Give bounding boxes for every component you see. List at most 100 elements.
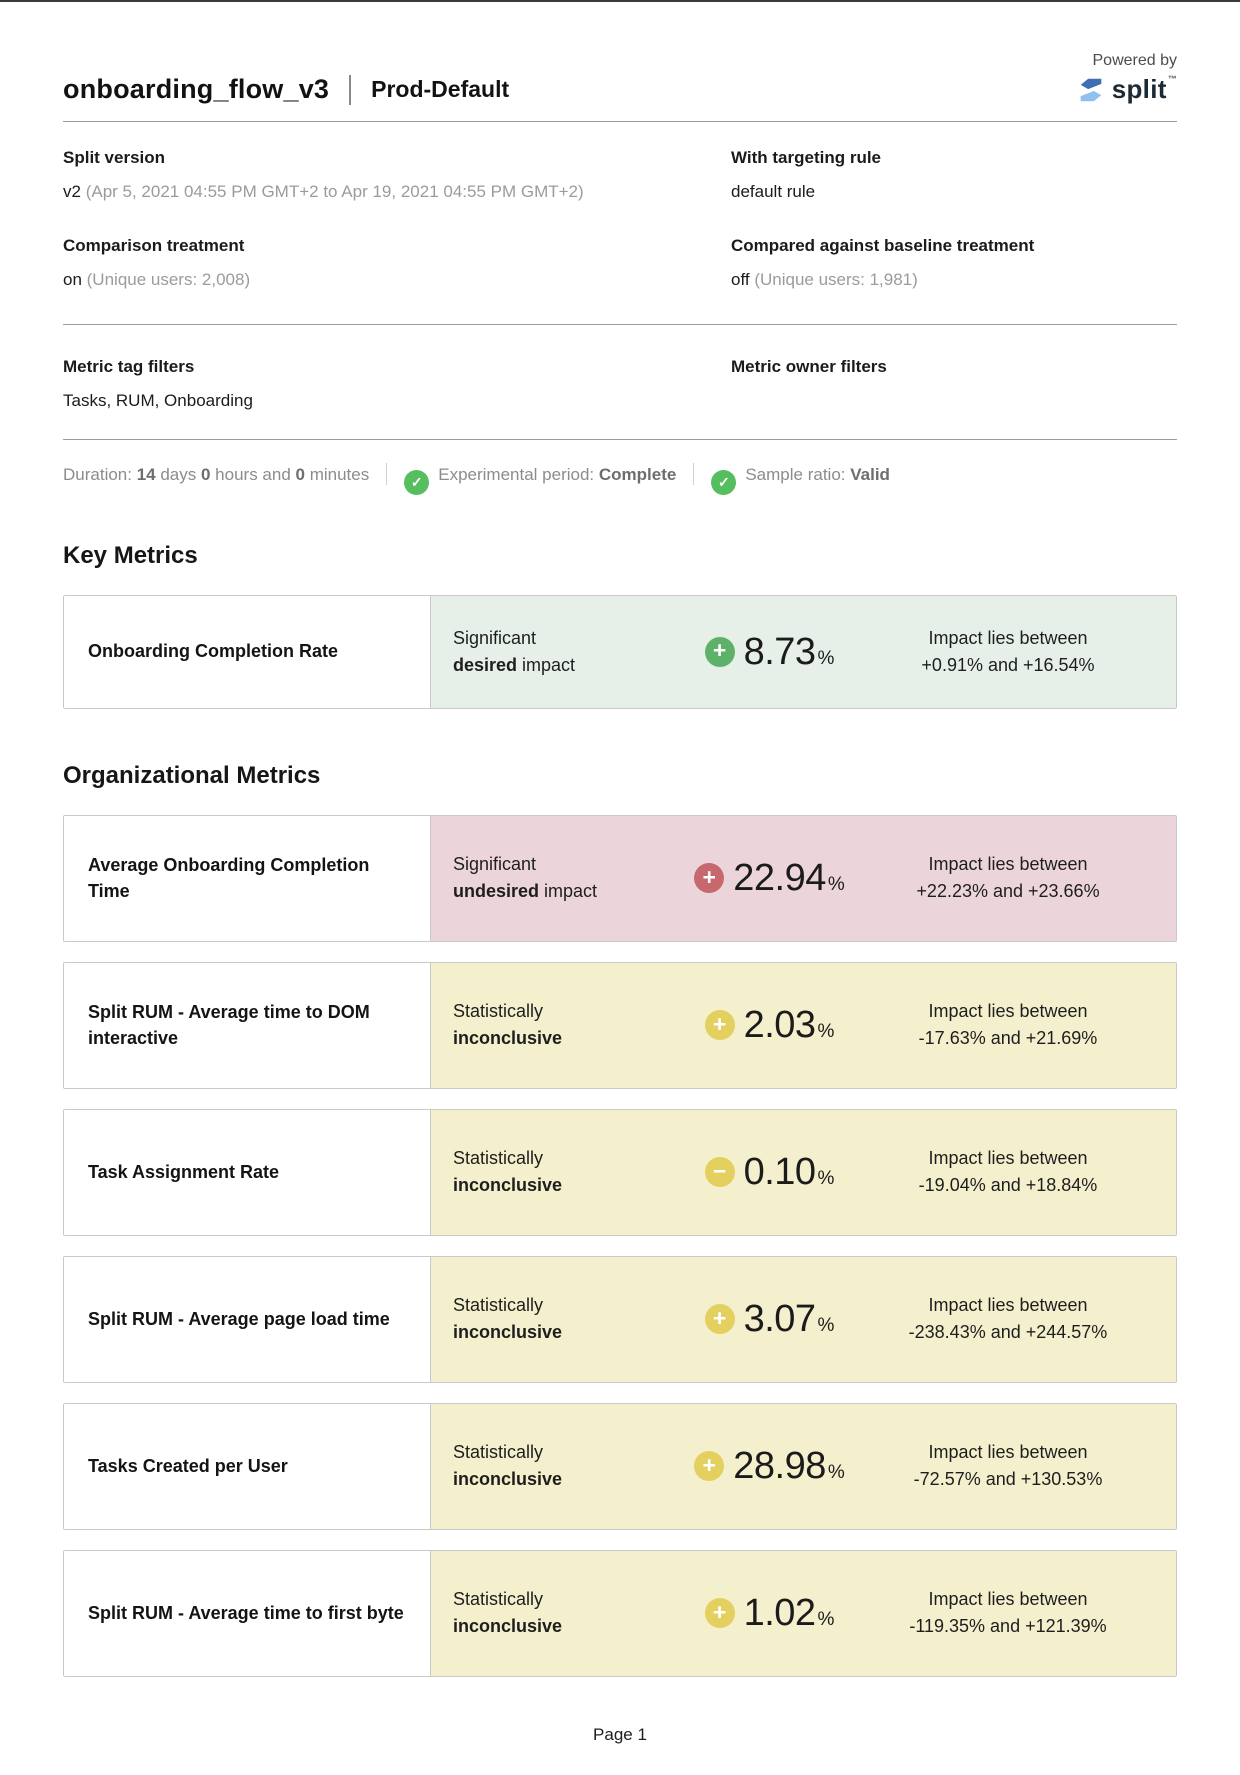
plus-icon: + xyxy=(694,1451,725,1481)
impact-confidence-range: Impact lies between +22.23% and +23.66% xyxy=(916,854,1100,901)
impact-confidence-range: Impact lies between -119.35% and +121.39% xyxy=(909,1589,1107,1636)
impact-number: 22.94% xyxy=(733,857,845,899)
field-label: Compared against baseline treatment xyxy=(731,236,1035,255)
metric-result-panel: Statistically inconclusive + 2.03% Impact… xyxy=(431,962,1176,1088)
organizational-metrics-heading: Organizational Metrics xyxy=(63,761,321,789)
metric-impact-value: + 3.07% xyxy=(679,1300,860,1338)
experimental-period-value: Complete xyxy=(598,465,677,484)
check-icon: ✓ xyxy=(404,469,430,495)
sample-ratio-label: Sample ratio: xyxy=(745,465,851,484)
metric-card: Split RUM - Average page load time Stati… xyxy=(63,1255,1177,1383)
plus-icon: + xyxy=(704,1010,735,1040)
field-label: Metric tag filters xyxy=(63,357,195,376)
status-separator xyxy=(693,463,695,485)
field-label: With targeting rule xyxy=(731,148,882,167)
meta-field-baseline-treatment: Compared against baseline treatment off … xyxy=(731,234,1177,292)
metric-name: Task Assignment Rate xyxy=(64,1109,431,1235)
page-number: Page 1 xyxy=(593,1724,647,1744)
metric-result-panel: Statistically inconclusive − 0.10% Impact… xyxy=(431,1109,1176,1235)
metric-result-panel: Significant desired impact + 8.73% Impact… xyxy=(431,595,1176,708)
field-value: default rule xyxy=(731,182,816,201)
plus-icon: + xyxy=(704,1304,735,1334)
meta-grid-top: Split version v2 (Apr 5, 2021 04:55 PM G… xyxy=(63,146,1177,292)
plus-icon: + xyxy=(704,1598,735,1628)
meta-field-comparison-treatment: Comparison treatment on (Unique users: 2… xyxy=(63,234,731,292)
metric-significance: Statistically inconclusive xyxy=(453,1295,563,1342)
meta-divider-2 xyxy=(63,439,1177,440)
metric-card: Tasks Created per User Statistically inco… xyxy=(63,1402,1177,1530)
field-value: v2 (Apr 5, 2021 04:55 PM GMT+2 to Apr 19… xyxy=(63,182,584,201)
header-divider xyxy=(63,121,1177,122)
impact-confidence-range: Impact lies between +0.91% and +16.54% xyxy=(921,627,1095,675)
impact-confidence-range: Impact lies between -238.43% and +244.57% xyxy=(908,1295,1108,1342)
minus-icon: − xyxy=(704,1157,735,1187)
field-value: on (Unique users: 2,008) xyxy=(63,270,251,289)
page-title: onboarding_flow_v3 xyxy=(63,74,330,104)
metric-significance: Statistically inconclusive xyxy=(453,1001,563,1048)
metric-impact-value: + 2.03% xyxy=(679,1006,860,1044)
metric-significance: Statistically inconclusive xyxy=(453,1589,563,1636)
metric-result-panel: Statistically inconclusive + 28.98% Impac… xyxy=(431,1403,1176,1529)
powered-by-label: Powered by xyxy=(1092,52,1178,69)
check-icon: ✓ xyxy=(711,469,737,495)
metric-impact-value: + 8.73% xyxy=(679,633,860,671)
meta-field-tag-filters: Metric tag filters Tasks, RUM, Onboardin… xyxy=(63,355,731,413)
metric-significance: Statistically inconclusive xyxy=(453,1148,563,1195)
key-metrics-list: Onboarding Completion Rate Significant de… xyxy=(63,594,1177,709)
impact-number: 8.73% xyxy=(743,630,835,673)
field-value: Tasks, RUM, Onboarding xyxy=(63,391,253,410)
impact-number: 1.02% xyxy=(743,1592,835,1634)
sample-ratio-value: Valid xyxy=(850,465,890,484)
metric-card: Onboarding Completion Rate Significant de… xyxy=(63,594,1177,709)
meta-field-targeting-rule: With targeting rule default rule xyxy=(731,146,1177,204)
metric-card: Split RUM - Average time to first byte S… xyxy=(63,1549,1177,1677)
field-label: Comparison treatment xyxy=(63,236,245,255)
impact-number: 0.10% xyxy=(743,1151,835,1193)
metric-impact-value: + 22.94% xyxy=(679,859,860,897)
field-value: off (Unique users: 1,981) xyxy=(731,270,918,289)
impact-number: 28.98% xyxy=(733,1445,845,1487)
metric-impact-value: − 0.10% xyxy=(679,1153,860,1191)
meta-grid-bottom: Metric tag filters Tasks, RUM, Onboardin… xyxy=(63,355,1177,413)
metric-name: Split RUM - Average time to first byte xyxy=(64,1550,431,1676)
metric-card: Split RUM - Average time to DOM interact… xyxy=(63,961,1177,1089)
metric-card: Average Onboarding Completion Time Signi… xyxy=(63,814,1177,942)
impact-number: 3.07% xyxy=(743,1298,835,1340)
metric-result-panel: Statistically inconclusive + 3.07% Impact… xyxy=(431,1256,1176,1382)
meta-field-split-version: Split version v2 (Apr 5, 2021 04:55 PM G… xyxy=(63,146,731,204)
field-label: Split version xyxy=(63,148,166,167)
metric-result-panel: Significant undesired impact + 22.94% Imp… xyxy=(431,815,1176,941)
brand-row: split™ xyxy=(1076,74,1177,105)
key-metrics-heading: Key Metrics xyxy=(63,541,198,569)
metric-name: Average Onboarding Completion Time xyxy=(64,815,431,941)
title-divider xyxy=(349,74,352,105)
trademark-mark: ™ xyxy=(1167,74,1177,84)
page-footer: Page 1 xyxy=(63,1725,1177,1745)
brand-block: Powered by split™ xyxy=(1076,52,1177,105)
report-header: onboarding_flow_v3 Prod-Default Powered … xyxy=(63,2,1177,105)
experiment-status-bar: Duration: 14 days 0 hours and 0 minutes ✓… xyxy=(63,462,1177,495)
environment-name: Prod-Default xyxy=(371,76,510,102)
metric-name: Split RUM - Average time to DOM interact… xyxy=(64,962,431,1088)
split-logo-icon xyxy=(1080,78,1102,101)
metric-name: Onboarding Completion Rate xyxy=(64,595,431,708)
metric-significance: Statistically inconclusive xyxy=(453,1442,563,1489)
field-label: Metric owner filters xyxy=(731,357,887,376)
metric-impact-value: + 28.98% xyxy=(679,1447,860,1485)
impact-confidence-range: Impact lies between -19.04% and +18.84% xyxy=(918,1148,1098,1195)
plus-icon: + xyxy=(704,636,735,667)
experimental-period-label: Experimental period: xyxy=(438,465,599,484)
status-separator xyxy=(386,463,388,485)
metric-card: Task Assignment Rate Statistically inconc… xyxy=(63,1108,1177,1236)
meta-field-owner-filters: Metric owner filters xyxy=(731,355,1177,413)
metric-significance: Significant undesired impact xyxy=(453,854,598,901)
impact-confidence-range: Impact lies between -17.63% and +21.69% xyxy=(918,1001,1098,1048)
metric-name: Tasks Created per User xyxy=(64,1403,431,1529)
metric-impact-value: + 1.02% xyxy=(679,1594,860,1632)
metric-significance: Significant desired impact xyxy=(453,627,576,675)
plus-icon: + xyxy=(694,863,725,893)
brand-name: split™ xyxy=(1111,74,1177,104)
organizational-metrics-list: Average Onboarding Completion Time Signi… xyxy=(63,814,1177,1677)
impact-number: 2.03% xyxy=(743,1004,835,1046)
